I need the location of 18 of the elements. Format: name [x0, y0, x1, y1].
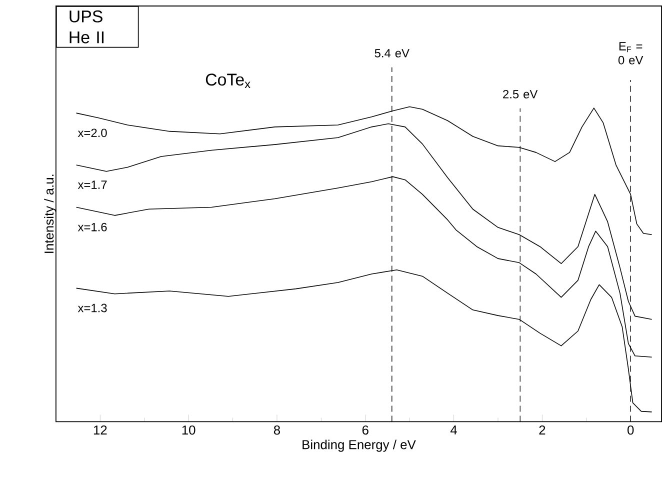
x-tick-label: 4 [450, 426, 458, 435]
x-tick-label: 2 [539, 426, 546, 435]
series-label: x=1.6 [78, 223, 107, 232]
x-axis-title: Binding Energy / eV [302, 440, 416, 452]
x-tick-label: 0 [628, 426, 634, 435]
ref-line-label: E$_{F}$ = 0 eV [618, 42, 644, 65]
series-label: x=1.7 [78, 180, 107, 190]
text: CoTe$_{x}$ [206, 74, 250, 88]
ref-line-label: 5.4 eV [374, 49, 410, 58]
series-label: x=2.0 [78, 128, 107, 138]
series-label: x=1.3 [78, 304, 107, 312]
x-tick-label: 6 [362, 426, 368, 435]
y-axis-title: Intensity / a.u. [44, 174, 56, 254]
x-tick-label: 8 [274, 426, 280, 435]
x-tick-label: 12 [94, 426, 107, 435]
x-tick-label: 10 [182, 426, 196, 435]
ref-line-label: 2.5 eV [503, 90, 538, 99]
text: UPS He II [70, 10, 104, 44]
